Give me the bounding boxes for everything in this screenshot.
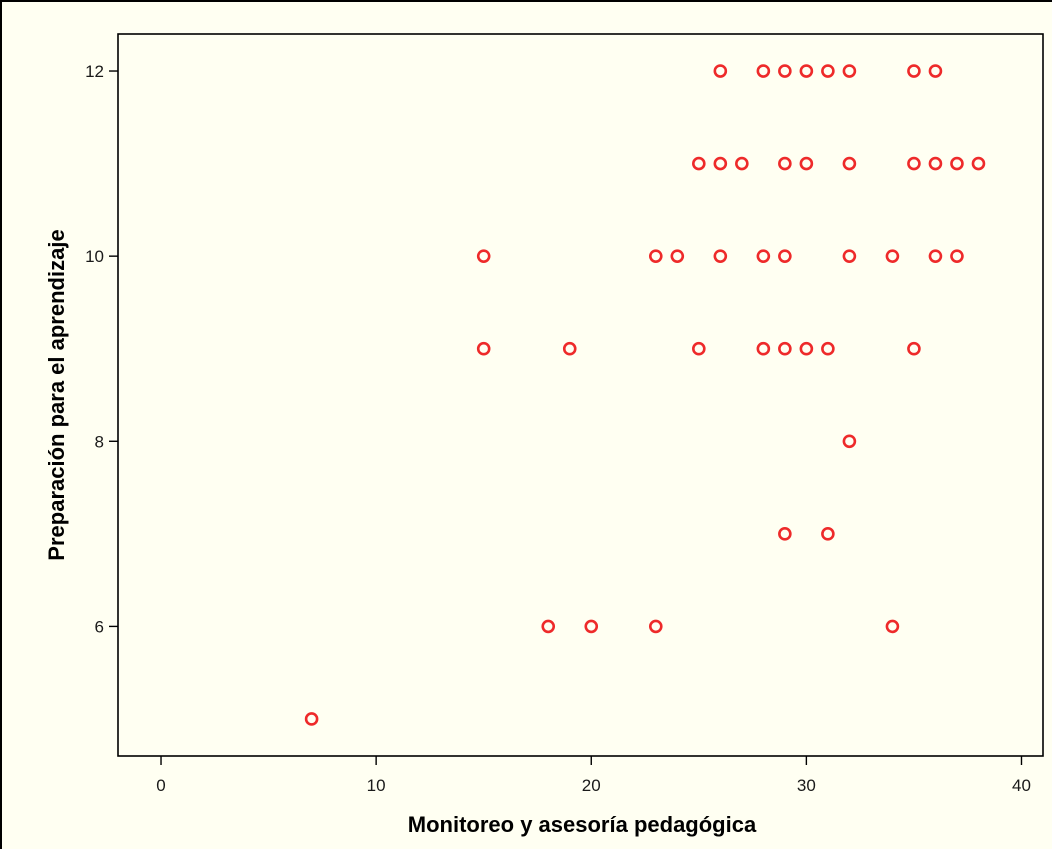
x-tick-label: 20	[582, 776, 601, 795]
data-point	[907, 341, 921, 356]
data-point	[648, 249, 663, 263]
data-point	[799, 64, 814, 78]
y-tick-label: 12	[85, 62, 104, 81]
y-tick-label: 8	[95, 432, 104, 451]
data-point	[713, 64, 728, 78]
data-point	[842, 249, 857, 263]
data-point	[778, 527, 792, 541]
data-point	[648, 619, 663, 634]
data-point	[971, 156, 986, 171]
data-point	[541, 619, 556, 634]
y-tick-label: 10	[85, 247, 104, 266]
data-point	[821, 341, 835, 356]
data-point	[907, 156, 921, 171]
x-tick-label: 40	[1012, 776, 1031, 795]
x-tick-label: 30	[797, 776, 816, 795]
data-point	[928, 64, 943, 78]
data-point	[735, 156, 749, 171]
data-point	[928, 156, 943, 171]
data-point	[907, 64, 921, 78]
data-point	[756, 64, 771, 78]
data-point	[799, 341, 814, 356]
data-point	[842, 64, 857, 78]
data-point	[562, 341, 577, 356]
data-point	[821, 527, 835, 541]
data-point	[476, 249, 491, 263]
data-point	[821, 64, 835, 78]
data-point	[304, 712, 319, 726]
data-points	[304, 64, 986, 726]
data-point	[885, 249, 900, 263]
data-point	[842, 434, 857, 449]
data-point	[713, 156, 728, 171]
data-point	[756, 341, 771, 356]
data-point	[476, 341, 491, 356]
data-point	[778, 249, 792, 263]
data-point	[928, 249, 943, 263]
data-point	[713, 249, 728, 263]
data-point	[778, 64, 792, 78]
data-point	[756, 249, 771, 263]
y-axis: 6 8 10 12	[85, 62, 118, 636]
data-point	[885, 619, 900, 634]
data-point	[584, 619, 599, 634]
x-axis-title: Monitoreo y asesoría pedagógica	[408, 812, 757, 837]
data-point	[778, 156, 792, 171]
data-point	[842, 156, 857, 171]
y-tick-label: 6	[95, 617, 104, 636]
x-axis: 0 10 20 30 40	[156, 756, 1031, 795]
data-point	[799, 156, 814, 171]
data-point	[692, 341, 706, 356]
data-point	[778, 341, 792, 356]
data-point	[670, 249, 685, 263]
data-point	[950, 249, 964, 263]
x-tick-label: 0	[156, 776, 165, 795]
plot-area	[117, 33, 1044, 757]
x-tick-label: 10	[367, 776, 386, 795]
data-point	[692, 156, 706, 171]
y-axis-title: Preparación para el aprendizaje	[44, 229, 69, 560]
data-point	[950, 156, 964, 171]
